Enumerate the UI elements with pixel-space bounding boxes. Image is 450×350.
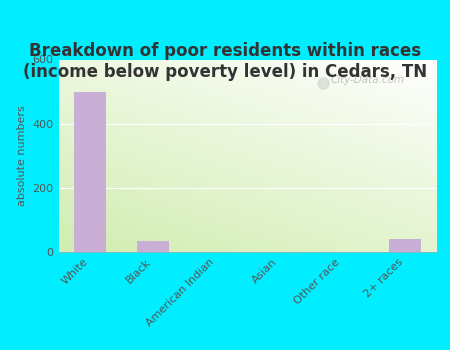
Bar [389, 239, 421, 252]
Text: Breakdown of poor residents within races
(income below poverty level) in Cedars,: Breakdown of poor residents within races… [23, 42, 427, 81]
Bar [74, 92, 106, 252]
Text: City-Data.com: City-Data.com [331, 75, 405, 85]
Y-axis label: absolute numbers: absolute numbers [17, 105, 27, 206]
Bar [137, 241, 169, 252]
